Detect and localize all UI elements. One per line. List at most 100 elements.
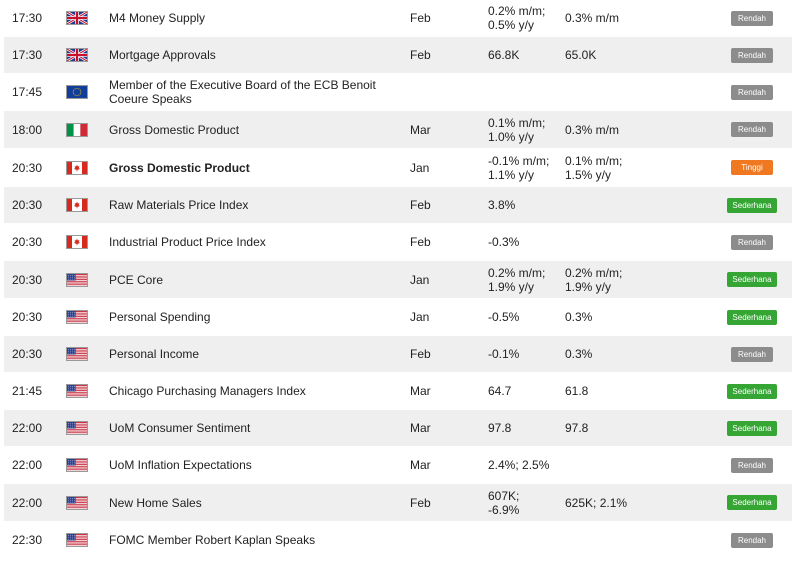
country-flag [64, 0, 90, 36]
event-name: Personal Spending [109, 299, 399, 335]
event-actual [488, 522, 566, 558]
event-time-text: 20:30 [12, 160, 43, 175]
event-time: 22:30 [12, 522, 62, 558]
event-period: Feb [410, 37, 470, 73]
table-row[interactable]: 20:30 PCE Core Jan 0.2% m/m; 1.9% y/y 0.2% m… [4, 261, 792, 299]
event-actual: -0.1% m/m; 1.1% y/y [488, 149, 566, 186]
event-name-text: UoM Consumer Sentiment [109, 421, 251, 435]
table-row[interactable]: 20:30 Personal Income Feb -0.1% 0.3% Rendah [4, 336, 792, 373]
impact-badge: Tinggi [731, 160, 773, 175]
event-actual: 0.1% m/m; 1.0% y/y [488, 111, 566, 148]
table-row[interactable]: 21:45 Chicago Purchasing Managers Index Ma… [4, 373, 792, 410]
event-name-text: M4 Money Supply [109, 11, 206, 25]
impact-badge: Sederhana [727, 272, 777, 287]
event-time-text: 22:30 [12, 533, 43, 547]
event-period: Mar [410, 373, 470, 409]
event-forecast [565, 522, 655, 558]
event-period-text: Feb [410, 347, 431, 361]
table-row[interactable]: 17:45 Member of the Executive Board of th… [4, 74, 792, 111]
impact-badge: Rendah [731, 346, 773, 362]
impact-cell: Sederhana [722, 299, 782, 335]
eu-flag-icon [66, 85, 88, 99]
event-actual-text: 97.8 [488, 421, 512, 435]
event-time: 17:45 [12, 74, 62, 110]
event-period-text: Jan [410, 310, 430, 324]
event-actual: 97.8 [488, 410, 566, 446]
event-name-text: Personal Spending [109, 310, 211, 324]
event-forecast-text: 61.8 [565, 384, 589, 398]
event-time-text: 20:30 [12, 198, 43, 212]
event-time: 20:30 [12, 224, 62, 260]
table-row[interactable]: 22:30 FOMC Member Robert Kaplan Speaks Ren… [4, 522, 792, 559]
country-flag [64, 261, 90, 298]
event-time-text: 17:45 [12, 85, 43, 99]
event-time: 20:30 [12, 299, 62, 335]
us-flag-icon [66, 533, 88, 547]
event-period [410, 522, 470, 558]
us-flag-icon [66, 310, 88, 324]
event-name-text: Chicago Purchasing Managers Index [109, 384, 306, 398]
event-period-text: Mar [410, 421, 431, 435]
event-time-text: 18:00 [12, 122, 43, 137]
event-actual: 607K; -6.9% [488, 484, 566, 521]
event-period: Feb [410, 336, 470, 372]
event-name-text: PCE Core [109, 272, 164, 287]
table-row[interactable]: 20:30 Gross Domestic Product Jan -0.1% m/m;… [4, 149, 792, 187]
us-flag-icon [66, 421, 88, 435]
event-period-text: Feb [410, 48, 431, 62]
event-period-text: Mar [410, 458, 431, 472]
table-row[interactable]: 20:30 Industrial Product Price Index Feb -0… [4, 224, 792, 261]
event-period-text: Jan [410, 160, 430, 175]
event-period: Mar [410, 447, 470, 483]
table-row[interactable]: 22:00 UoM Inflation Expectations Mar 2.4%; … [4, 447, 792, 484]
event-actual: 0.2% m/m; 1.9% y/y [488, 261, 566, 298]
event-period-text: Feb [410, 11, 431, 25]
event-actual-text: -0.5% [488, 310, 520, 324]
event-forecast: 61.8 [565, 373, 655, 409]
event-time: 20:30 [12, 261, 62, 298]
event-name-text: Gross Domestic Product [109, 160, 250, 175]
table-row[interactable]: 17:30 M4 Money Supply Feb 0.2% m/m; 0.5% y/… [4, 0, 792, 37]
table-row[interactable]: 22:00 UoM Consumer Sentiment Mar 97.8 97.8 Se… [4, 410, 792, 447]
event-forecast: 97.8 [565, 410, 655, 446]
event-actual-text: 607K; -6.9% [488, 488, 520, 517]
event-actual: 66.8K [488, 37, 566, 73]
event-time: 21:45 [12, 373, 62, 409]
impact-cell: Rendah [722, 224, 782, 260]
event-name-text: New Home Sales [109, 495, 202, 510]
event-actual-text: 0.1% m/m; 1.0% y/y [488, 115, 546, 144]
event-time: 22:00 [12, 484, 62, 521]
event-forecast-text: 0.2% m/m; 1.9% y/y [565, 265, 623, 294]
impact-cell: Sederhana [722, 484, 782, 521]
impact-cell: Sederhana [722, 187, 782, 223]
event-period [410, 74, 470, 110]
event-period: Mar [410, 410, 470, 446]
event-actual-text: 2.4%; 2.5% [488, 458, 550, 472]
uk-flag-icon [66, 48, 88, 62]
economic-calendar-table: 17:30 M4 Money Supply Feb 0.2% m/m; 0.5% y/… [4, 0, 792, 559]
event-time: 20:30 [12, 187, 62, 223]
event-period-text: Feb [410, 495, 431, 510]
event-time-text: 17:30 [12, 11, 43, 25]
table-row[interactable]: 17:30 Mortgage Approvals Feb 66.8K 65.0K Rend… [4, 37, 792, 74]
event-name: Chicago Purchasing Managers Index [109, 373, 399, 409]
impact-badge: Sederhana [727, 197, 777, 213]
table-row[interactable]: 18:00 Gross Domestic Product Mar 0.1% m/m; … [4, 111, 792, 149]
table-row[interactable]: 22:00 New Home Sales Feb 607K; -6.9% 625K; 2… [4, 484, 792, 522]
table-row[interactable]: 20:30 Raw Materials Price Index Feb 3.8% Sed… [4, 187, 792, 224]
impact-cell: Rendah [722, 0, 782, 36]
impact-badge: Sederhana [727, 420, 777, 436]
event-name: Member of the Executive Board of the ECB… [109, 74, 399, 110]
event-time-text: 22:00 [12, 421, 43, 435]
table-row[interactable]: 20:30 Personal Spending Jan -0.5% 0.3% Sederh… [4, 299, 792, 336]
event-period: Feb [410, 0, 470, 36]
event-name: UoM Inflation Expectations [109, 447, 399, 483]
event-forecast [565, 447, 655, 483]
event-period-text: Mar [410, 384, 431, 398]
canada-flag-icon [66, 160, 88, 175]
event-forecast [565, 187, 655, 223]
impact-badge: Rendah [731, 84, 773, 100]
event-actual-text: 66.8K [488, 48, 520, 62]
impact-badge: Rendah [731, 457, 773, 473]
event-time-text: 20:30 [12, 235, 43, 249]
